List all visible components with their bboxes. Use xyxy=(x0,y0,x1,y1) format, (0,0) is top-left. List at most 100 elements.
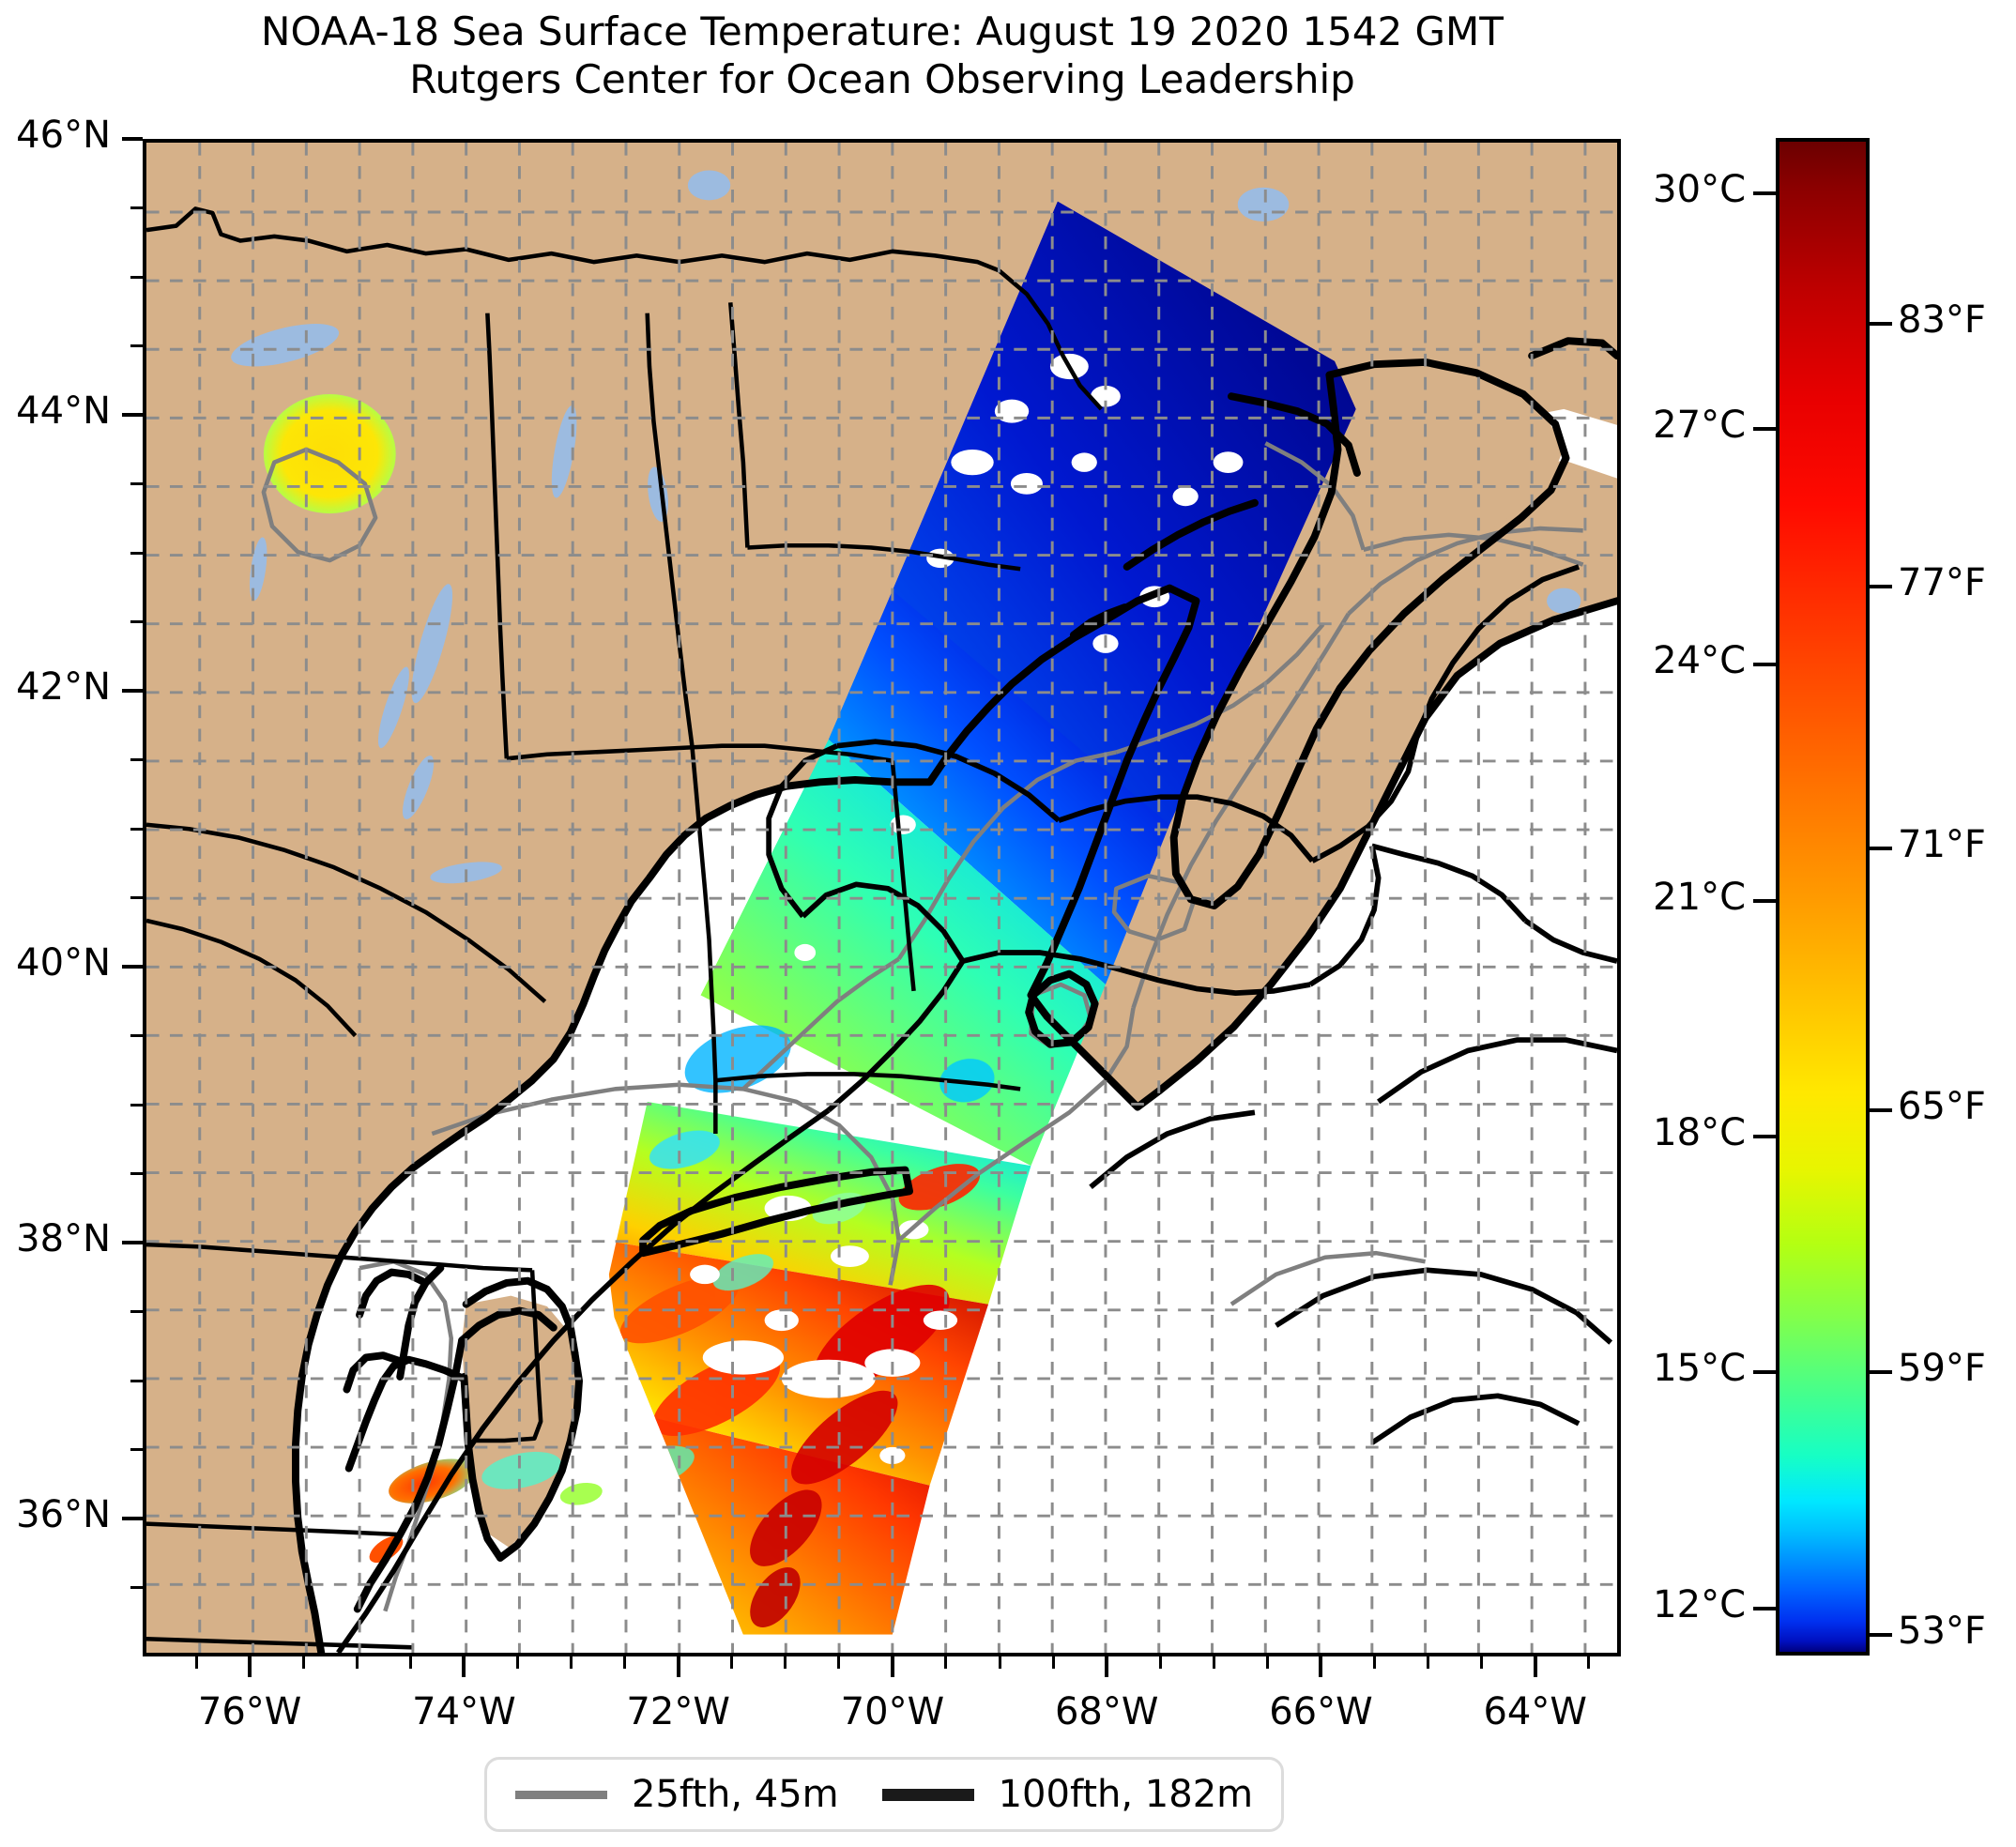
y-minor-tick xyxy=(130,1310,143,1313)
colorbar-fahrenheit-label: 83°F xyxy=(1898,298,1986,343)
x-minor-tick xyxy=(1158,1656,1162,1669)
y-major-tick xyxy=(122,413,143,417)
y-minor-tick xyxy=(130,482,143,485)
colorbar-celsius-label: 18°C xyxy=(1653,1111,1746,1155)
y-minor-tick xyxy=(130,1103,143,1107)
y-major-tick xyxy=(122,965,143,969)
x-minor-tick xyxy=(355,1656,359,1669)
lake-quebec-2 xyxy=(687,170,731,201)
colorbar-fahrenheit-label: 77°F xyxy=(1898,560,1986,604)
colorbar-gradient xyxy=(1776,138,1870,1656)
colorbar-celsius-label: 12°C xyxy=(1653,1582,1746,1626)
x-major-tick xyxy=(248,1656,252,1677)
colorbar-fahrenheit-label: 53°F xyxy=(1898,1609,1986,1653)
y-minor-tick xyxy=(130,758,143,761)
y-minor-tick xyxy=(130,896,143,899)
x-minor-tick xyxy=(784,1656,787,1669)
colorbar-fahrenheit-tick xyxy=(1870,584,1892,588)
x-axis-label: 64°W xyxy=(1483,1690,1587,1733)
state-boundaries xyxy=(146,206,1104,1650)
colorbar-celsius-label: 27°C xyxy=(1653,403,1746,447)
x-major-tick xyxy=(1533,1656,1537,1677)
legend-item-25fth[interactable]: 25fth, 45m xyxy=(515,1773,839,1816)
x-minor-tick xyxy=(570,1656,573,1669)
x-minor-tick xyxy=(1051,1656,1055,1669)
x-minor-tick xyxy=(515,1656,519,1669)
colorbar-celsius-tick xyxy=(1753,191,1776,195)
x-axis-label: 76°W xyxy=(197,1690,302,1733)
y-minor-tick xyxy=(130,551,143,555)
chart-title: NOAA-18 Sea Surface Temperature: August … xyxy=(0,8,1764,103)
y-minor-tick xyxy=(130,1034,143,1037)
map-plot-area[interactable] xyxy=(143,139,1621,1656)
x-axis-label: 68°W xyxy=(1054,1690,1159,1733)
colorbar-celsius-label: 24°C xyxy=(1653,639,1746,683)
y-axis-label: 42°N xyxy=(16,665,111,709)
x-axis-label: 66°W xyxy=(1269,1690,1373,1733)
sst-bay-patch-2 xyxy=(559,1482,603,1505)
sst-inland-plume xyxy=(263,393,396,514)
x-minor-tick xyxy=(194,1656,198,1669)
x-minor-tick xyxy=(730,1656,734,1669)
lake-quebec-1 xyxy=(1237,187,1290,222)
y-major-tick xyxy=(122,1517,143,1520)
x-minor-tick xyxy=(1212,1656,1215,1669)
x-minor-tick xyxy=(408,1656,412,1669)
x-minor-tick xyxy=(1427,1656,1430,1669)
colorbar-fahrenheit-tick xyxy=(1870,1632,1892,1637)
y-major-tick xyxy=(122,689,143,693)
colorbar-fahrenheit-tick xyxy=(1870,846,1892,850)
x-minor-tick xyxy=(1587,1656,1591,1669)
lake-finger-1 xyxy=(402,756,435,819)
x-major-tick xyxy=(676,1656,680,1677)
colorbar-celsius-tick xyxy=(1753,663,1776,667)
x-axis-label: 72°W xyxy=(626,1690,730,1733)
land-nova-scotia xyxy=(1175,361,1565,907)
sst-bay-of-fundy xyxy=(892,201,1356,825)
colorbar-celsius-label: 30°C xyxy=(1653,167,1746,211)
x-minor-tick xyxy=(301,1656,305,1669)
colorbar-fahrenheit-label: 71°F xyxy=(1898,822,1986,866)
y-minor-tick xyxy=(130,1586,143,1589)
x-minor-tick xyxy=(1265,1656,1269,1669)
sst-delmarva-nearshore xyxy=(481,1451,562,1489)
colorbar-fahrenheit-label: 59°F xyxy=(1898,1347,1986,1391)
colorbar-fahrenheit-label: 65°F xyxy=(1898,1085,1986,1129)
colorbar[interactable]: 30°C 27°C 24°C 21°C 18°C 15°C 12°C 83°F 77°F 71°F… xyxy=(1653,138,1986,1656)
x-major-tick xyxy=(1105,1656,1109,1677)
y-minor-tick xyxy=(130,344,143,347)
lake-small-2 xyxy=(551,405,577,498)
sst-georges-bank xyxy=(647,739,1106,1167)
y-minor-tick xyxy=(130,620,143,623)
y-minor-tick xyxy=(130,206,143,209)
legend-item-100fth[interactable]: 100fth, 182m xyxy=(881,1773,1253,1816)
x-axis-label: 70°W xyxy=(840,1690,945,1733)
colorbar-celsius-tick xyxy=(1753,1370,1776,1375)
x-minor-tick xyxy=(1480,1656,1484,1669)
y-axis-label: 40°N xyxy=(16,941,111,985)
colorbar-fahrenheit-tick xyxy=(1870,1370,1892,1375)
y-minor-tick xyxy=(130,827,143,831)
x-axis-label: 74°W xyxy=(412,1690,516,1733)
sst-map-svg xyxy=(146,143,1617,1653)
y-axis-label: 38°N xyxy=(16,1217,111,1260)
legend-line-25fth-icon xyxy=(515,1790,607,1799)
y-minor-tick xyxy=(130,275,143,279)
colorbar-celsius-label: 21°C xyxy=(1653,875,1746,919)
y-axis-label: 36°N xyxy=(16,1493,111,1536)
x-minor-tick xyxy=(1373,1656,1376,1669)
lake-nova-scotia xyxy=(1547,588,1581,614)
y-minor-tick xyxy=(130,1448,143,1451)
colorbar-celsius-tick xyxy=(1753,426,1776,431)
title-line-2: Rutgers Center for Ocean Observing Leade… xyxy=(409,56,1355,103)
colorbar-celsius-tick xyxy=(1753,1135,1776,1139)
x-major-tick xyxy=(890,1656,894,1677)
y-major-tick xyxy=(122,137,143,141)
bathymetry-legend[interactable]: 25fth, 45m 100fth, 182m xyxy=(484,1757,1285,1832)
x-minor-tick xyxy=(944,1656,948,1669)
colorbar-fahrenheit-tick xyxy=(1870,322,1892,327)
y-minor-tick xyxy=(130,1172,143,1175)
x-major-tick xyxy=(1319,1656,1323,1677)
x-minor-tick xyxy=(998,1656,1001,1669)
lake-champlain xyxy=(411,584,453,704)
